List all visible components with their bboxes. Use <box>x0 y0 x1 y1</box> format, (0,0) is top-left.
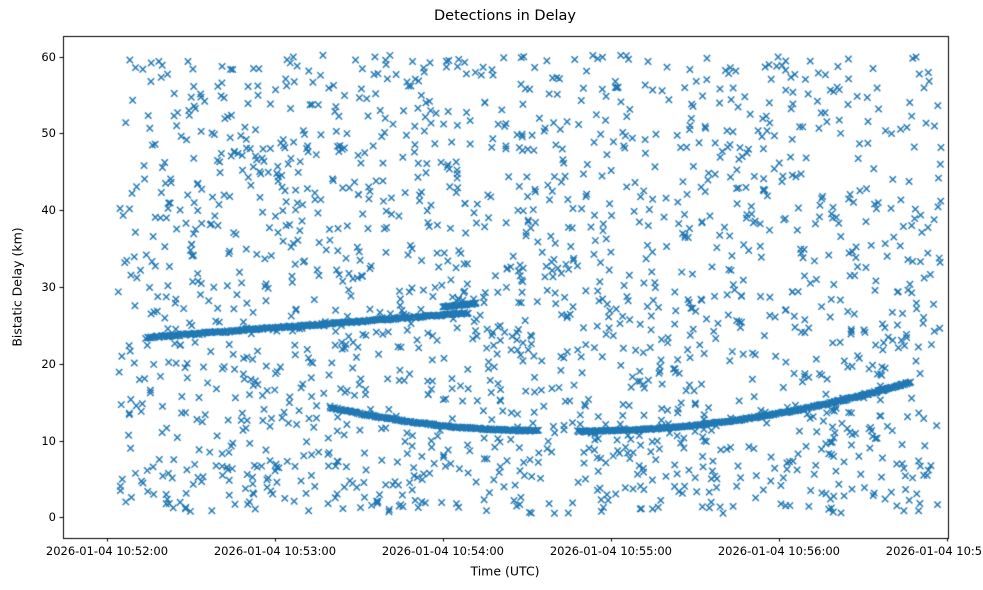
y-tick-label: 10 <box>41 433 56 448</box>
y-tick-label: 40 <box>41 203 56 218</box>
x-tick-label: 2026-01-04 10:52:00 <box>45 544 169 558</box>
x-tick-label: 2026-01-04 10:55:00 <box>549 544 672 558</box>
x-tick-label: 2026-01-04 10:54:00 <box>381 544 504 558</box>
y-tick-label: 50 <box>41 126 56 141</box>
y-tick-label: 20 <box>41 356 56 371</box>
y-axis-label: Bistatic Delay (km) <box>9 227 25 347</box>
y-tick-label: 60 <box>41 49 56 64</box>
chart-title: Detections in Delay <box>433 8 577 24</box>
x-tick-label: 2026-01-04 10:57:00 <box>885 544 983 558</box>
y-tick-label: 0 <box>48 510 56 525</box>
x-tick-label: 2026-01-04 10:56:00 <box>717 544 840 558</box>
x-axis-label: Time (UTC) <box>470 563 540 579</box>
x-tick-label: 2026-01-04 10:53:00 <box>213 544 337 558</box>
y-tick-label: 30 <box>41 280 56 294</box>
